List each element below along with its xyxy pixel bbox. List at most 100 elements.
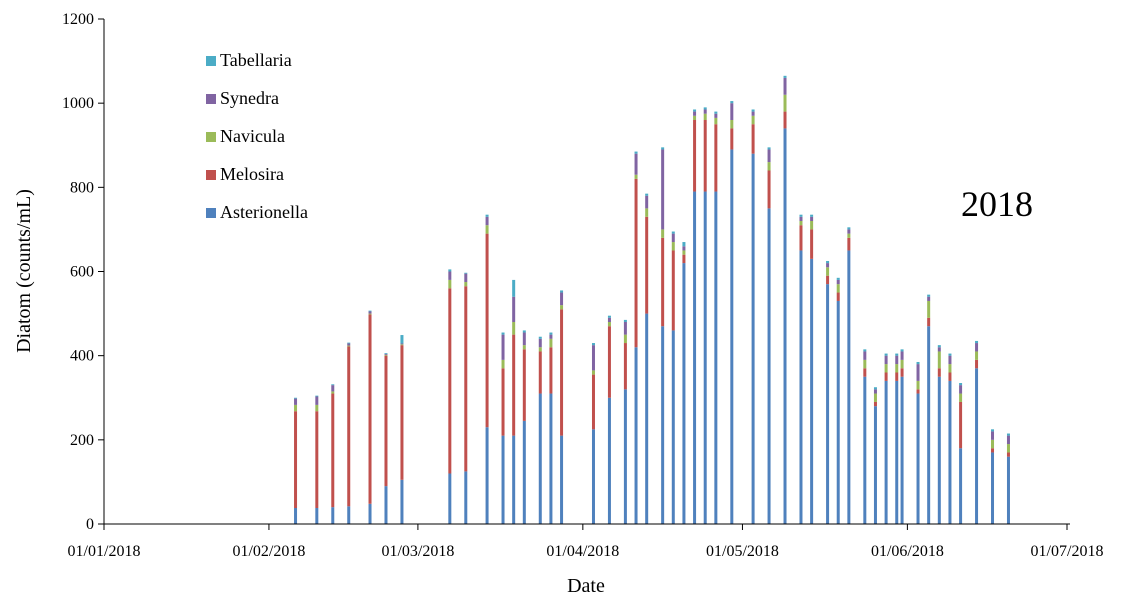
- bar-segment-melosira: [501, 368, 505, 436]
- bar-segment-synedra: [671, 233, 675, 243]
- bar-segment-tabellaria: [560, 290, 564, 293]
- bar-segment-synedra: [847, 229, 851, 234]
- bar-segment-melosira: [294, 411, 298, 509]
- bar-segment-navicula: [368, 313, 372, 315]
- bar-segment-asterionella: [331, 507, 335, 524]
- bar-segment-asterionella: [863, 376, 867, 524]
- bar-segment-melosira: [810, 229, 814, 259]
- bar-segment-melosira: [661, 237, 665, 327]
- bar-segment-melosira: [783, 111, 787, 129]
- bar-segment-navicula: [693, 115, 697, 120]
- bar-segment-tabellaria: [884, 353, 888, 356]
- bar-segment-tabellaria: [315, 395, 319, 397]
- bar-segment-navicula: [315, 404, 319, 412]
- bar-segment-navicula: [464, 282, 468, 287]
- bar-segment-tabellaria: [671, 231, 675, 234]
- bar-segment-melosira: [607, 326, 611, 398]
- bar-segment-asterionella: [836, 300, 840, 524]
- bar-segment-asterionella: [661, 326, 665, 524]
- bar-segment-tabellaria: [730, 101, 734, 104]
- bar-segment-navicula: [836, 284, 840, 293]
- bar-segment-asterionella: [751, 153, 755, 524]
- bar-segment-asterionella: [448, 473, 452, 524]
- bar-segment-synedra: [799, 216, 803, 221]
- bar-segment-asterionella: [703, 191, 707, 524]
- bar-segment-synedra: [884, 355, 888, 365]
- bar-segment-tabellaria: [400, 335, 404, 344]
- bar-segment-navicula: [863, 359, 867, 369]
- bar-segment-synedra: [916, 364, 920, 381]
- bar-segment-navicula: [975, 351, 979, 360]
- bar-segment-tabellaria: [634, 151, 638, 154]
- bar-segment-synedra: [315, 396, 319, 405]
- bar-segment-asterionella: [294, 508, 298, 524]
- bar-segment-melosira: [522, 349, 526, 421]
- bar-segment-asterionella: [634, 347, 638, 524]
- bar-segment-navicula: [991, 439, 995, 449]
- y-tick-label: 200: [70, 432, 94, 449]
- bar-segment-synedra: [464, 273, 468, 283]
- bar-segment-tabellaria: [751, 109, 755, 112]
- bar-segment-tabellaria: [916, 361, 920, 365]
- bar-segment-navicula: [448, 279, 452, 289]
- bar-segment-melosira: [512, 334, 516, 436]
- bar-segment-synedra: [501, 334, 505, 360]
- bar-segment-melosira: [591, 374, 595, 430]
- legend-swatch-synedra: [206, 94, 216, 104]
- bar-segment-melosira: [645, 216, 649, 314]
- bar-segment-tabellaria: [863, 349, 867, 352]
- bar-segment-asterionella: [671, 330, 675, 524]
- bar-segment-synedra: [948, 355, 952, 365]
- bar-segment-melosira: [895, 372, 899, 381]
- bar-segment-melosira: [347, 346, 351, 507]
- bar-segment-navicula: [959, 393, 963, 402]
- bar-segment-asterionella: [916, 393, 920, 524]
- bar-segment-tabellaria: [836, 277, 840, 280]
- bar-segment-asterionella: [607, 397, 611, 524]
- bar-segment-synedra: [900, 351, 904, 360]
- bar-segment-navicula: [916, 380, 920, 390]
- bar-segment-synedra: [645, 195, 649, 209]
- bar-segment-synedra: [522, 332, 526, 346]
- bar-segment-melosira: [693, 120, 697, 192]
- bar-segment-asterionella: [799, 250, 803, 525]
- bar-segment-synedra: [810, 216, 814, 221]
- bar-segment-tabellaria: [448, 269, 452, 272]
- bar-segment-melosira: [560, 309, 564, 436]
- y-axis-title: Diatom (counts/mL): [13, 189, 35, 353]
- bar-segment-navicula: [799, 221, 803, 226]
- bar-segment-melosira: [368, 314, 372, 504]
- bar-segment-melosira: [751, 124, 755, 154]
- bar-segment-tabellaria: [703, 107, 707, 110]
- bar-segment-synedra: [826, 263, 830, 268]
- year-annotation: 2018: [961, 184, 1033, 224]
- bar-segment-synedra: [623, 322, 627, 335]
- legend-swatch-navicula: [206, 132, 216, 142]
- bar-segment-asterionella: [384, 486, 388, 524]
- bar-segment-asterionella: [347, 506, 351, 524]
- bar-segment-asterionella: [895, 380, 899, 524]
- bar-segment-asterionella: [783, 128, 787, 524]
- bar-segment-asterionella: [682, 263, 686, 524]
- bar-segment-navicula: [512, 322, 516, 335]
- bar-segment-navicula: [810, 221, 814, 230]
- bar-segment-navicula: [400, 344, 404, 346]
- bar-segment-asterionella: [948, 380, 952, 524]
- y-tick-label: 1000: [62, 95, 94, 112]
- bar-segment-synedra: [512, 296, 516, 322]
- bar-segment-tabellaria: [501, 332, 505, 335]
- ticks-layer: 0 200 400 600 800 1000 1200 01/01/2018 01/02/201…: [62, 11, 1103, 560]
- bar-segment-navicula: [623, 334, 627, 344]
- bar-segment-melosira: [448, 288, 452, 474]
- bar-segment-melosira: [959, 401, 963, 449]
- bar-segment-synedra: [294, 398, 298, 405]
- bar-segment-tabellaria: [368, 310, 372, 312]
- bar-segment-navicula: [294, 404, 298, 412]
- bar-segment-tabellaria: [607, 315, 611, 318]
- bar-segment-navicula: [730, 120, 734, 129]
- bar-segment-navicula: [607, 322, 611, 327]
- bar-segment-tabellaria: [485, 214, 489, 217]
- bar-segment-melosira: [847, 237, 851, 251]
- bar-segment-tabellaria: [512, 279, 516, 297]
- bar-segment-tabellaria: [937, 345, 941, 348]
